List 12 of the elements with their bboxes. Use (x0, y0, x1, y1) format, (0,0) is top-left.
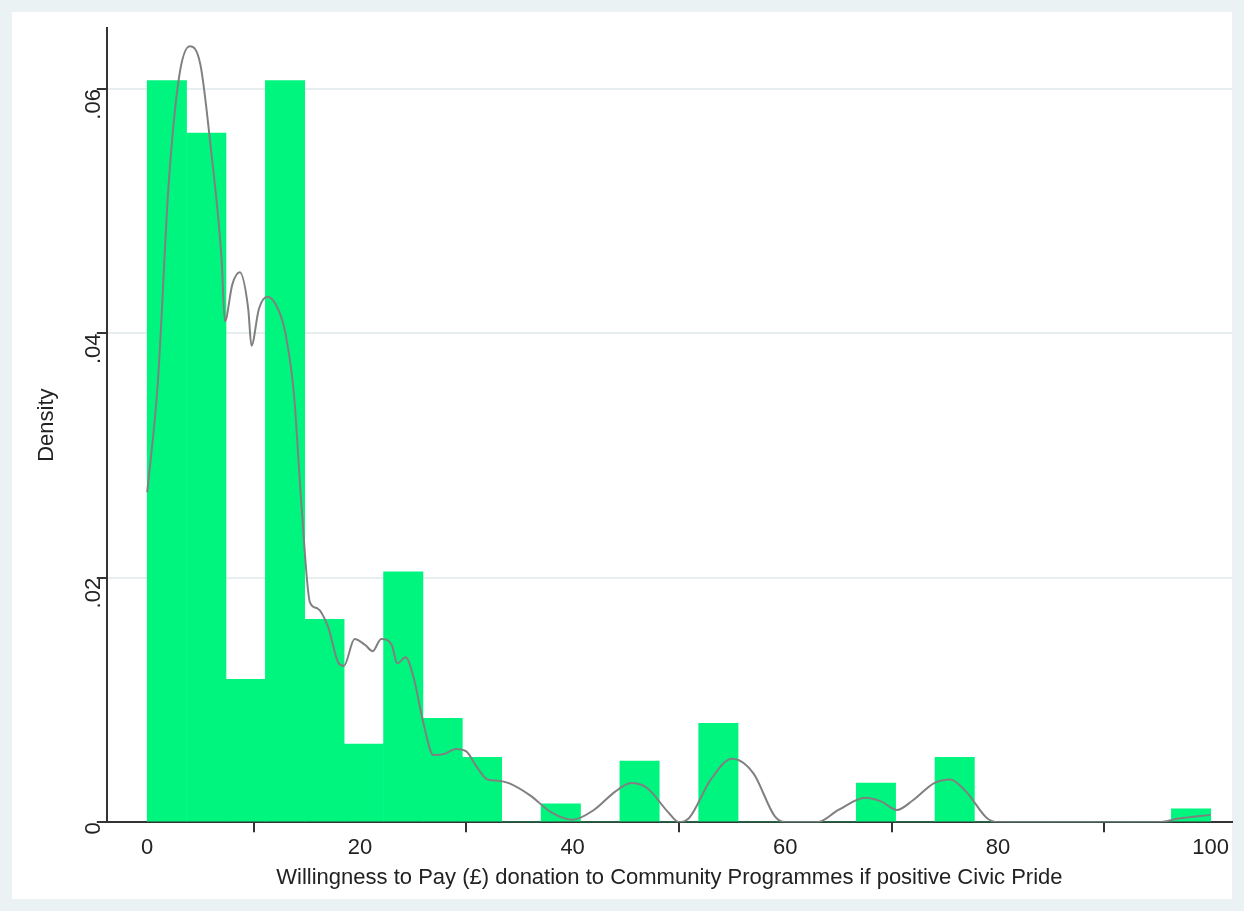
x-tick-label: 80 (985, 834, 1011, 860)
y-tick-label: 0 (79, 822, 105, 835)
y-tick-label: .02 (79, 577, 105, 609)
x-tick-label: 100 (1192, 834, 1230, 860)
y-tick-label: .06 (79, 89, 105, 120)
y-axis-title: Density (33, 388, 59, 462)
x-tick-label: 60 (773, 834, 798, 860)
x-axis-title: Willingness to Pay (£) donation to Community Programmes if positive Civic Pride (276, 863, 1063, 889)
y-tick-label: .04 (79, 333, 105, 365)
x-tick-label: 0 (141, 834, 154, 860)
x-tick-label: 20 (347, 834, 373, 860)
x-tick-label: 40 (560, 834, 585, 860)
